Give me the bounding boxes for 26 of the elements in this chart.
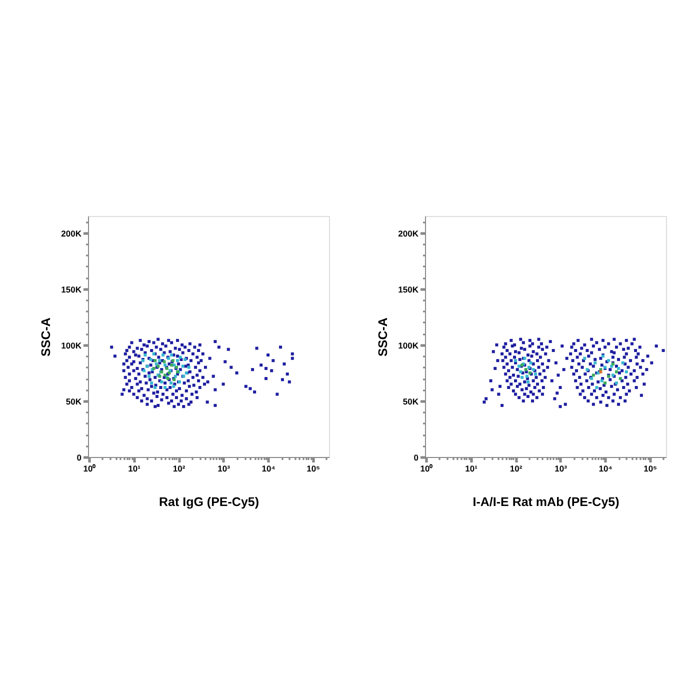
x-tick-label: 10³ [554,464,568,474]
x-tick-label: 10⁴ [262,464,276,474]
y-tick-label: 100K [398,340,420,350]
y-tick-label: 150K [398,284,420,294]
x-tick-label: 10⁵ [644,464,658,474]
y-tick-label: 0 [76,452,82,462]
y-tick-label: 200K [61,228,82,238]
y-tick-label: 50K [402,396,420,406]
x-tick-label: 10⁵ [306,464,320,474]
x-axis-title: I-A/I-E Rat mAb (PE-Cy5) [472,495,620,509]
y-tick-label: 0 [414,452,419,462]
x-tick-label: 10⁰ [420,464,433,474]
x-tick-label: 10¹ [465,464,478,474]
y-tick-label: 200K [398,228,420,238]
y-tick-label: 50K [66,396,82,406]
y-axis-title: SSC-A [376,318,390,356]
x-tick-label: 10³ [218,464,230,474]
y-axis-title: SSC-A [39,318,54,356]
y-tick-label: 150K [61,284,82,294]
y-tick-label: 100K [61,340,82,350]
x-tick-label: 10⁴ [598,464,612,474]
x-tick-label: 10² [172,464,186,474]
x-tick-label: 10⁰ [83,464,96,474]
x-tick-label: 10¹ [128,464,141,474]
x-tick-label: 10² [510,464,522,474]
x-axis-title: Rat IgG (PE-Cy5) [158,495,260,509]
